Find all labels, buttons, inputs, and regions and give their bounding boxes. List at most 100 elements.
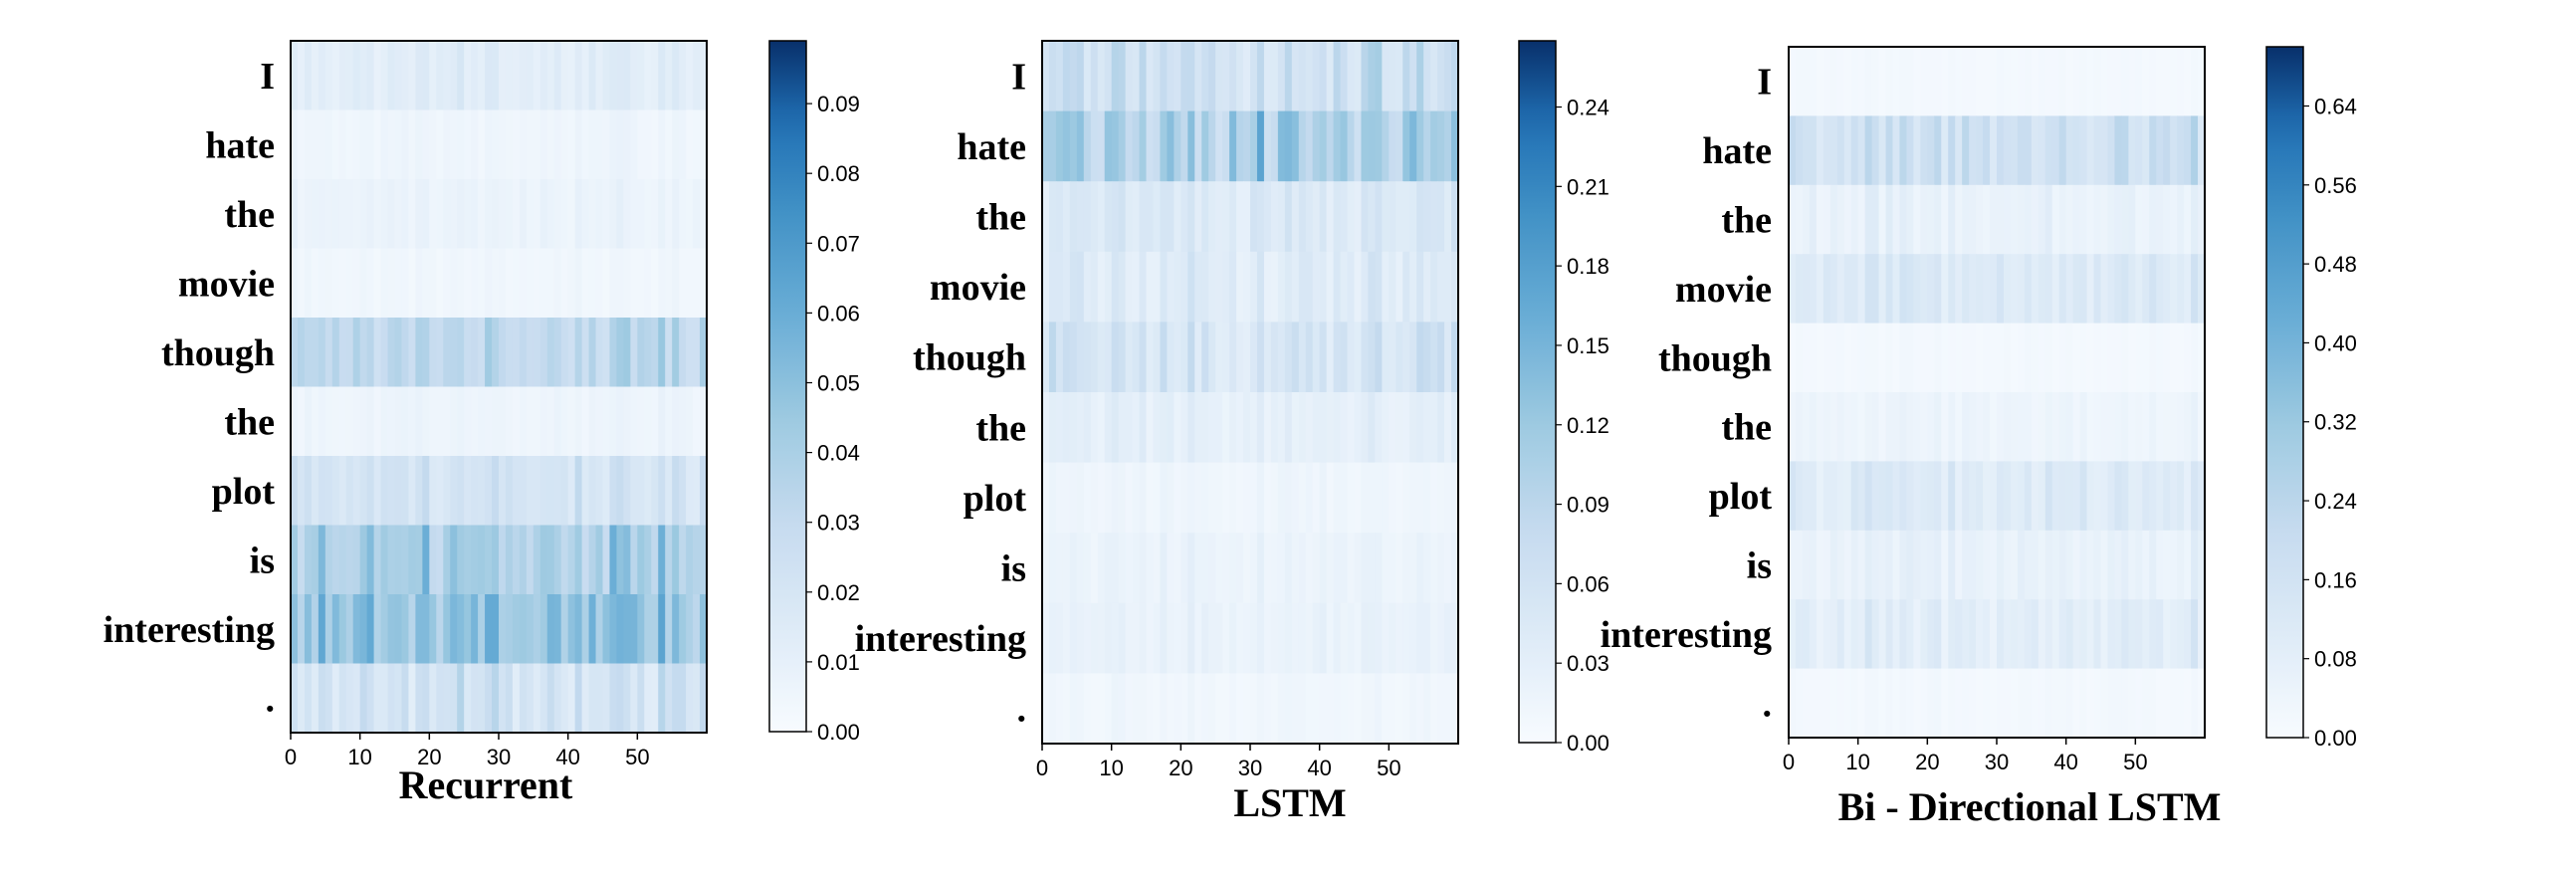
heatmap-cell <box>505 41 514 111</box>
heatmap-cell <box>1229 602 1237 674</box>
heatmap-cell <box>2010 392 2019 462</box>
heatmap-cell <box>1291 602 1300 674</box>
heatmap-cell <box>1430 322 1438 393</box>
heatmap-cell <box>672 109 680 180</box>
heatmap-cell <box>1055 602 1064 674</box>
heatmap-cell <box>2072 184 2081 255</box>
row-label: the <box>1721 200 1772 242</box>
heatmap-cell <box>1983 530 1991 600</box>
heatmap-cell <box>1194 392 1202 464</box>
heatmap-cell <box>1409 533 1417 604</box>
heatmap-cell <box>2079 599 2088 670</box>
heatmap-cell <box>1146 673 1155 745</box>
heatmap-cell <box>1871 668 1880 739</box>
heatmap-cell <box>2086 323 2095 393</box>
heatmap-cell <box>1243 41 1251 112</box>
heatmap-cell <box>2114 47 2122 116</box>
heatmap-cell <box>1347 322 1356 393</box>
heatmap-cell <box>1816 392 1825 462</box>
heatmap-cell <box>401 386 410 457</box>
heatmap-cell <box>1983 668 1991 739</box>
heatmap-cell <box>387 318 396 388</box>
heatmap-cell <box>1843 668 1852 739</box>
heatmap-cell <box>1111 322 1120 393</box>
heatmap-cell <box>1976 323 1984 393</box>
heatmap-cell <box>1181 110 1188 182</box>
heatmap-cell <box>2100 115 2109 186</box>
heatmap-cell <box>1892 530 1901 600</box>
heatmap-cell <box>1409 41 1417 112</box>
heatmap-cell <box>1326 533 1335 604</box>
heatmap-cell <box>693 41 701 111</box>
heatmap-cell <box>291 386 299 457</box>
heatmap-cell <box>560 456 569 527</box>
heatmap-cell <box>1042 322 1050 393</box>
heatmap-cell <box>1062 602 1071 674</box>
heatmap-cell <box>644 41 652 111</box>
heatmap-cell <box>2051 530 2060 600</box>
heatmap-cell <box>1843 599 1852 670</box>
heatmap-cell <box>429 109 437 180</box>
heatmap-cell <box>1789 530 1797 600</box>
heatmap-cell <box>1423 602 1431 674</box>
heatmap-cell <box>1962 115 1970 186</box>
heatmap-cell <box>1291 41 1300 112</box>
heatmap-cell <box>1270 181 1279 253</box>
heatmap-cell <box>1167 462 1175 534</box>
heatmap-cell <box>443 386 451 457</box>
heatmap-cell <box>1132 673 1141 745</box>
row-label: plot <box>964 478 1027 520</box>
heatmap-cell <box>1042 181 1050 253</box>
heatmap-cell <box>415 456 423 527</box>
heatmap-cell <box>505 594 514 665</box>
heatmap-cell <box>373 663 382 734</box>
heatmap-cell <box>2093 184 2102 255</box>
heatmap-cell <box>387 248 396 319</box>
heatmap-cell <box>602 41 611 111</box>
heatmap-cell <box>1948 184 1956 255</box>
heatmap-cell <box>1305 41 1314 112</box>
heatmap-cell <box>665 109 673 180</box>
heatmap-cell <box>297 456 306 527</box>
heatmap-cell <box>2135 254 2143 325</box>
heatmap-cell <box>471 663 479 734</box>
heatmap-cell <box>1181 392 1188 464</box>
heatmap-cell <box>464 318 472 388</box>
heatmap-cell <box>1083 181 1092 253</box>
heatmap-cell <box>2114 323 2122 393</box>
heatmap-cell <box>526 109 535 180</box>
heatmap-cell <box>1829 599 1838 670</box>
heatmap-cell <box>345 456 354 527</box>
heatmap-cell <box>1899 530 1908 600</box>
heatmap-cell <box>2142 184 2150 255</box>
heatmap-cell <box>2017 668 2026 739</box>
heatmap-cell <box>1062 533 1071 604</box>
heatmap-cell <box>1829 530 1838 600</box>
heatmap-cell <box>1836 254 1845 325</box>
heatmap-cell <box>1139 392 1148 464</box>
heatmap-cell <box>1118 41 1127 112</box>
heatmap-cell <box>1236 673 1244 745</box>
heatmap-cell <box>1139 533 1148 604</box>
heatmap-cell <box>1181 322 1188 393</box>
heatmap-cell <box>1132 392 1141 464</box>
heatmap-cell <box>1083 392 1092 464</box>
heatmap-cell <box>1416 41 1424 112</box>
heatmap-cell <box>1976 254 1984 325</box>
heatmap-cell <box>1430 673 1438 745</box>
heatmap-cell <box>457 386 465 457</box>
heatmap-cell <box>2051 323 2060 393</box>
heatmap-cell <box>1097 602 1106 674</box>
heatmap-cell <box>2079 392 2088 462</box>
heatmap-cell <box>2065 599 2074 670</box>
heatmap-cell <box>1111 251 1120 323</box>
heatmap-cell <box>1153 673 1162 745</box>
heatmap-cell <box>1076 110 1085 182</box>
colorbar-tick-label: 0.18 <box>1567 254 1610 279</box>
heatmap-cell <box>2003 323 2012 393</box>
heatmap-cell <box>394 594 403 665</box>
heatmap-cell <box>2024 47 2033 116</box>
heatmap-cell <box>2079 115 2088 186</box>
heatmap-cell <box>1104 462 1113 534</box>
heatmap-cell <box>1042 533 1050 604</box>
